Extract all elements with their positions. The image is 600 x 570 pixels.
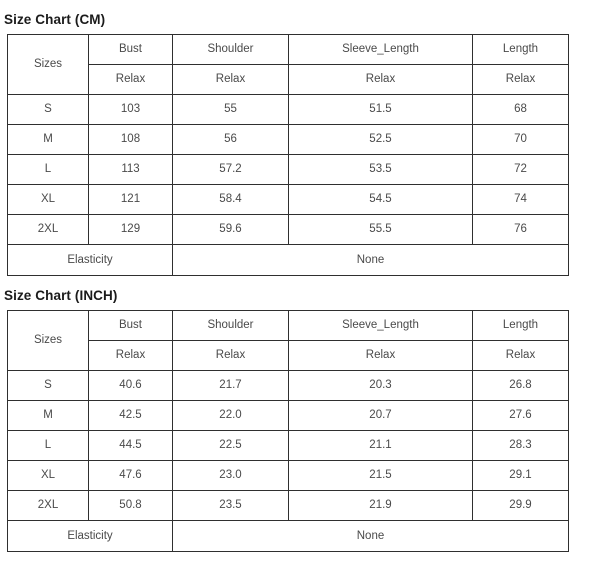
header-fit-shoulder: Relax <box>172 64 289 95</box>
cell-size: M <box>7 124 89 155</box>
header-cell-sleeve-length: Sleeve_Length <box>288 34 473 65</box>
header-fit-shoulder: Relax <box>172 340 289 371</box>
cell-bust: 129 <box>88 214 173 245</box>
cell-shoulder: 55 <box>172 94 289 125</box>
cell-sleeve-length: 20.7 <box>288 400 473 431</box>
cell-sleeve-length: 52.5 <box>288 124 473 155</box>
cell-shoulder: 59.6 <box>172 214 289 245</box>
header-cell-shoulder: Shoulder <box>172 34 289 65</box>
cell-bust: 103 <box>88 94 173 125</box>
page-title-inch: Size Chart (INCH) <box>4 288 118 303</box>
cell-length: 68 <box>472 94 569 125</box>
cell-bust: 42.5 <box>88 400 173 431</box>
header-fit-length: Relax <box>472 64 569 95</box>
table-footer-row-elasticity: Elasticity None <box>7 244 569 276</box>
cell-size: L <box>7 154 89 185</box>
header-cell-length: Length <box>472 310 569 341</box>
header-cell-sizes: Sizes <box>7 34 89 95</box>
header-fit-length: Relax <box>472 340 569 371</box>
table-row: M 42.5 22.0 20.7 27.6 <box>7 400 569 431</box>
cell-length: 26.8 <box>472 370 569 401</box>
cell-shoulder: 21.7 <box>172 370 289 401</box>
table-row: 2XL 50.8 23.5 21.9 29.9 <box>7 490 569 521</box>
cell-length: 74 <box>472 184 569 215</box>
cell-bust: 47.6 <box>88 460 173 491</box>
header-cell-sizes: Sizes <box>7 310 89 371</box>
cell-bust: 40.6 <box>88 370 173 401</box>
cell-length: 76 <box>472 214 569 245</box>
table-row: XL 121 58.4 54.5 74 <box>7 184 569 215</box>
size-chart-inch-table: Sizes Bust Shoulder Sleeve_Length Length… <box>7 310 569 552</box>
cell-shoulder: 58.4 <box>172 184 289 215</box>
header-fit-bust: Relax <box>88 64 173 95</box>
table-header-row-fit: Relax Relax Relax Relax <box>8 64 569 95</box>
cell-length: 29.9 <box>472 490 569 521</box>
footer-label-elasticity: Elasticity <box>7 520 173 552</box>
table-row: L 44.5 22.5 21.1 28.3 <box>7 430 569 461</box>
footer-value-elasticity: None <box>172 520 569 552</box>
cell-sleeve-length: 21.5 <box>288 460 473 491</box>
bottom-spacer <box>0 552 600 570</box>
cell-sleeve-length: 21.9 <box>288 490 473 521</box>
header-fit-bust: Relax <box>88 340 173 371</box>
cell-bust: 44.5 <box>88 430 173 461</box>
table-footer-row-elasticity: Elasticity None <box>7 520 569 552</box>
table-header-row-measurements: Sizes Bust Shoulder Sleeve_Length Length <box>7 310 569 371</box>
table-header-row-fit: Relax Relax Relax Relax <box>8 340 569 371</box>
header-fit-sleeve-length: Relax <box>288 340 473 371</box>
cell-size: XL <box>7 460 89 491</box>
table-row: S 40.6 21.7 20.3 26.8 <box>7 370 569 401</box>
cell-shoulder: 57.2 <box>172 154 289 185</box>
page-title-cm: Size Chart (CM) <box>4 12 106 27</box>
table-row: S 103 55 51.5 68 <box>7 94 569 125</box>
header-cell-shoulder: Shoulder <box>172 310 289 341</box>
header-cell-bust: Bust <box>88 310 173 341</box>
header-fit-sleeve-length: Relax <box>288 64 473 95</box>
cell-bust: 121 <box>88 184 173 215</box>
cell-size: S <box>7 370 89 401</box>
cell-sleeve-length: 20.3 <box>288 370 473 401</box>
table-header-row-measurements: Sizes Bust Shoulder Sleeve_Length Length <box>7 34 569 95</box>
cell-length: 70 <box>472 124 569 155</box>
header-cell-length: Length <box>472 34 569 65</box>
header-cell-sleeve-length: Sleeve_Length <box>288 310 473 341</box>
cell-length: 27.6 <box>472 400 569 431</box>
cell-bust: 50.8 <box>88 490 173 521</box>
cell-sleeve-length: 55.5 <box>288 214 473 245</box>
cell-sleeve-length: 54.5 <box>288 184 473 215</box>
cell-sleeve-length: 53.5 <box>288 154 473 185</box>
cell-size: 2XL <box>7 490 89 521</box>
cell-shoulder: 22.0 <box>172 400 289 431</box>
table-row: XL 47.6 23.0 21.5 29.1 <box>7 460 569 491</box>
size-chart-cm-block: Size Chart (CM) Sizes Bust Shoulder Slee… <box>0 0 600 276</box>
cell-shoulder: 23.5 <box>172 490 289 521</box>
cell-sleeve-length: 21.1 <box>288 430 473 461</box>
cell-size: XL <box>7 184 89 215</box>
cell-length: 72 <box>472 154 569 185</box>
cell-length: 29.1 <box>472 460 569 491</box>
table-row: M 108 56 52.5 70 <box>7 124 569 155</box>
cell-size: 2XL <box>7 214 89 245</box>
size-chart-inch-block: Size Chart (INCH) Sizes Bust Shoulder Sl… <box>0 276 600 552</box>
table-row: 2XL 129 59.6 55.5 76 <box>7 214 569 245</box>
footer-label-elasticity: Elasticity <box>7 244 173 276</box>
cell-size: L <box>7 430 89 461</box>
cell-bust: 108 <box>88 124 173 155</box>
cell-bust: 113 <box>88 154 173 185</box>
table-row: L 113 57.2 53.5 72 <box>7 154 569 185</box>
cell-sleeve-length: 51.5 <box>288 94 473 125</box>
cell-size: M <box>7 400 89 431</box>
header-cell-bust: Bust <box>88 34 173 65</box>
cell-size: S <box>7 94 89 125</box>
cell-shoulder: 23.0 <box>172 460 289 491</box>
footer-value-elasticity: None <box>172 244 569 276</box>
cell-shoulder: 22.5 <box>172 430 289 461</box>
size-chart-cm-table: Sizes Bust Shoulder Sleeve_Length Length… <box>7 34 569 276</box>
cell-shoulder: 56 <box>172 124 289 155</box>
cell-length: 28.3 <box>472 430 569 461</box>
